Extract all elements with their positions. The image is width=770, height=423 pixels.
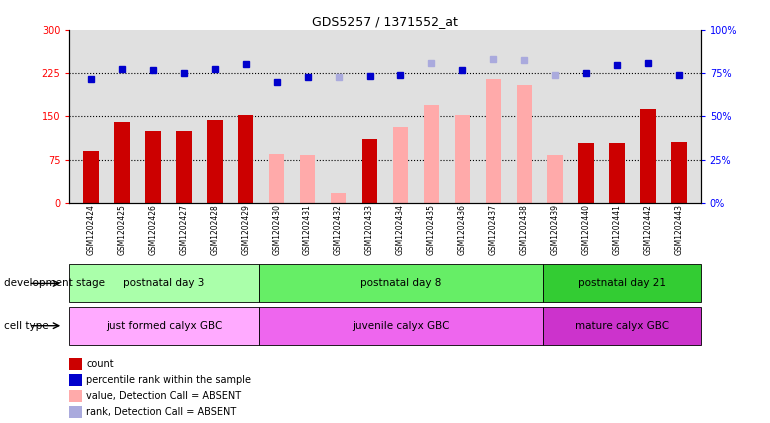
Bar bbox=[486, 79, 501, 203]
Text: count: count bbox=[86, 359, 114, 369]
Bar bbox=[547, 155, 563, 203]
Bar bbox=[238, 115, 253, 203]
Text: postnatal day 21: postnatal day 21 bbox=[578, 278, 666, 288]
Text: juvenile calyx GBC: juvenile calyx GBC bbox=[352, 321, 450, 331]
Bar bbox=[671, 142, 687, 203]
Bar bbox=[578, 143, 594, 203]
Bar bbox=[114, 122, 129, 203]
Text: just formed calyx GBC: just formed calyx GBC bbox=[105, 321, 223, 331]
Bar bbox=[609, 143, 625, 203]
Bar bbox=[83, 151, 99, 203]
Bar bbox=[331, 192, 347, 203]
Bar bbox=[517, 85, 532, 203]
Bar bbox=[207, 121, 223, 203]
Bar bbox=[362, 140, 377, 203]
Text: postnatal day 3: postnatal day 3 bbox=[123, 278, 205, 288]
Text: development stage: development stage bbox=[4, 278, 105, 288]
Bar bbox=[454, 115, 470, 203]
Text: percentile rank within the sample: percentile rank within the sample bbox=[86, 375, 251, 385]
Bar bbox=[145, 131, 161, 203]
Text: cell type: cell type bbox=[4, 321, 49, 331]
Bar bbox=[424, 105, 439, 203]
Bar bbox=[269, 154, 284, 203]
Text: postnatal day 8: postnatal day 8 bbox=[360, 278, 441, 288]
Bar bbox=[300, 155, 316, 203]
Bar bbox=[641, 110, 656, 203]
Bar bbox=[176, 131, 192, 203]
Text: value, Detection Call = ABSENT: value, Detection Call = ABSENT bbox=[86, 391, 241, 401]
Bar bbox=[393, 127, 408, 203]
Text: rank, Detection Call = ABSENT: rank, Detection Call = ABSENT bbox=[86, 407, 236, 417]
Text: mature calyx GBC: mature calyx GBC bbox=[574, 321, 669, 331]
Title: GDS5257 / 1371552_at: GDS5257 / 1371552_at bbox=[312, 16, 458, 28]
